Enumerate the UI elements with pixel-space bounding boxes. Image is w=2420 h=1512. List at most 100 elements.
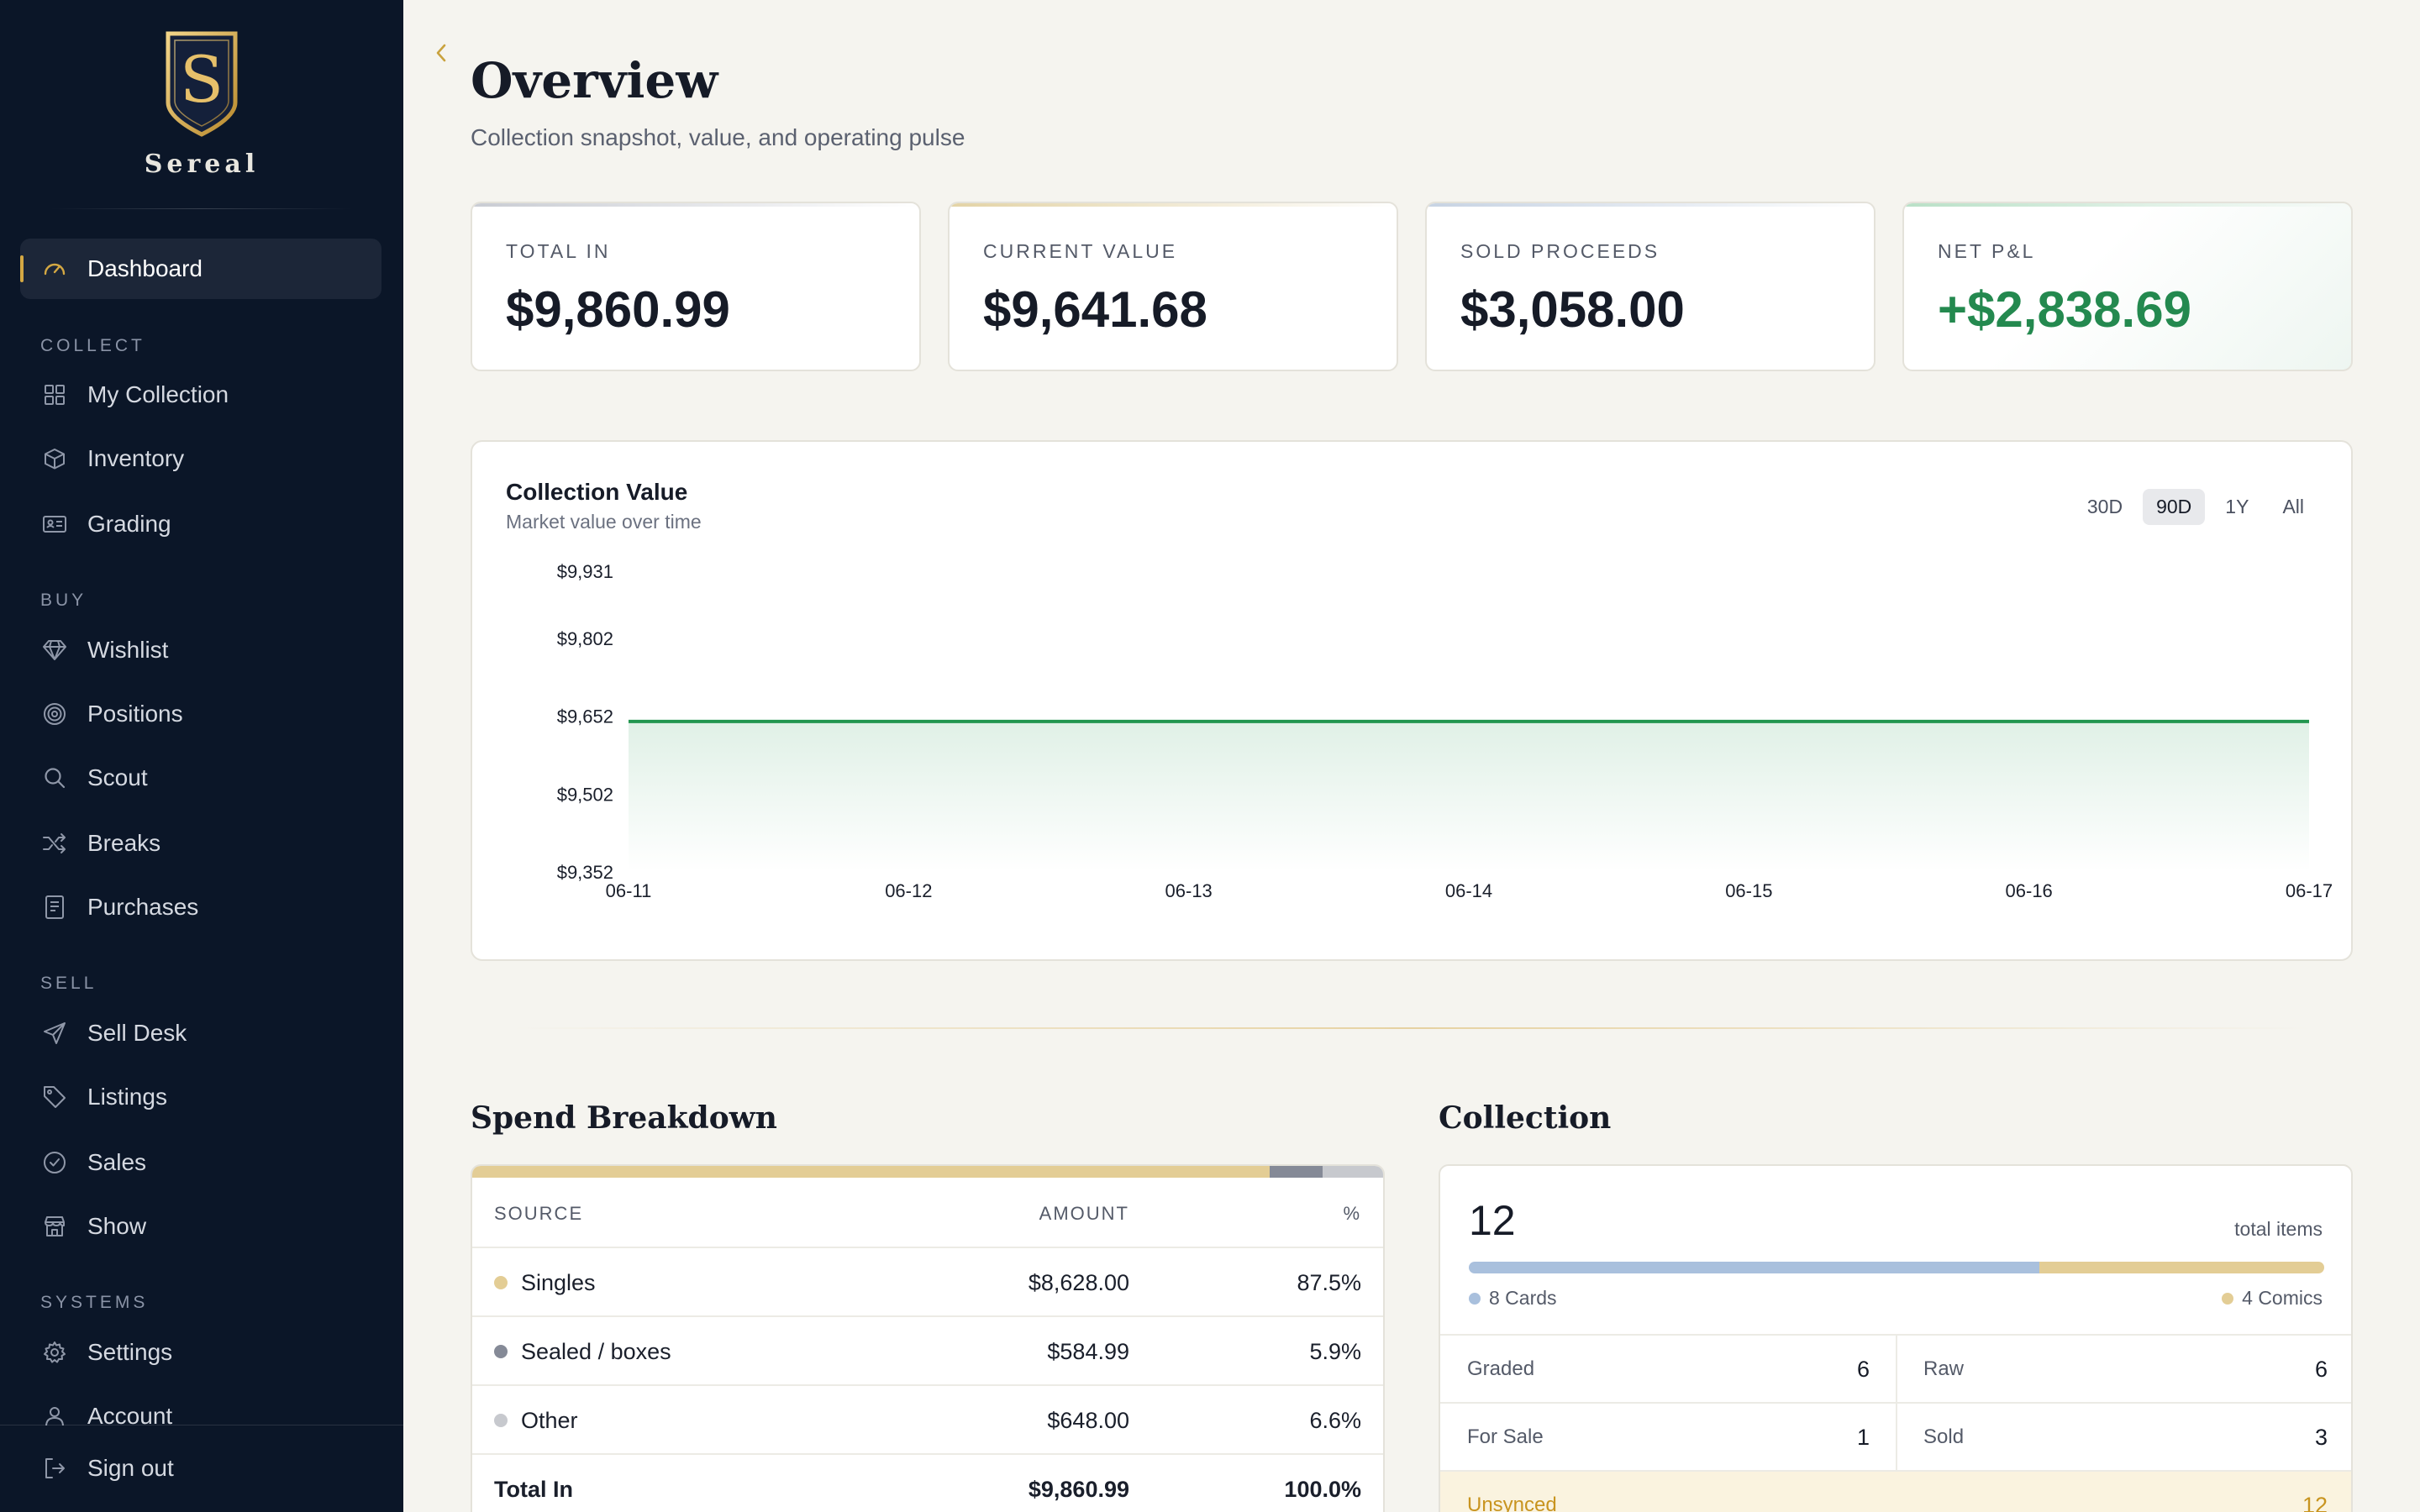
spend-table-header: SOURCE AMOUNT % [472, 1179, 1383, 1248]
stat-unsynced[interactable]: Unsynced 12 [1440, 1470, 2351, 1512]
collapse-sidebar-button[interactable] [429, 40, 454, 66]
stat-value: 6 [1856, 1356, 1870, 1382]
collection-card: 12 total items 8 Cards 4 Comics Graded 6… [1439, 1164, 2353, 1512]
range-all-button[interactable]: All [2282, 496, 2304, 517]
section-divider [513, 1027, 2311, 1029]
kpi-label: CURRENT VALUE [983, 240, 1178, 262]
sidebar-item-inventory[interactable]: Inventory [20, 428, 381, 489]
sidebar-item-label: Listings [87, 1084, 167, 1110]
gauge-icon [40, 255, 69, 283]
main-content: Overview Collection snapshot, value, and… [403, 0, 2420, 1512]
sidebar-item-label: Inventory [87, 445, 185, 471]
x-tick-label: 06-11 [606, 880, 652, 901]
range-1y-button[interactable]: 1Y [2225, 496, 2249, 517]
sidebar-item-dashboard[interactable]: Dashboard [20, 239, 381, 299]
legend-dot [494, 1276, 508, 1289]
legend-label: 4 Comics [2242, 1287, 2323, 1309]
stat-label: Sold [1923, 1425, 1965, 1448]
sidebar-item-purchases[interactable]: Purchases [20, 877, 381, 937]
page-subtitle: Collection snapshot, value, and operatin… [471, 124, 965, 150]
stat-sold: Sold 3 [1897, 1402, 2351, 1469]
stat-label: Graded [1467, 1357, 1535, 1380]
sidebar-item-label: Purchases [87, 894, 199, 920]
section-buy: BUY [40, 591, 87, 610]
brand: S Sereal [0, 30, 403, 179]
section-sell: SELL [40, 974, 97, 993]
sidebar-item-settings[interactable]: Settings [20, 1322, 381, 1383]
row-source: Sealed / boxes [521, 1338, 671, 1364]
table-row: Sealed / boxes $584.99 5.9% [472, 1317, 1383, 1386]
target-icon [40, 700, 69, 728]
sidebar-item-label: Scout [87, 764, 148, 790]
kpi-sold-proceeds: SOLD PROCEEDS $3,058.00 [1425, 202, 1876, 371]
kpi-value: $9,641.68 [983, 281, 1207, 338]
stat-value: 3 [2314, 1424, 2328, 1450]
chart-subtitle: Market value over time [506, 511, 702, 533]
sidebar: S Sereal Dashboard COLLECT My Collection… [0, 0, 403, 1512]
section-systems: SYSTEMS [40, 1293, 149, 1312]
spend-breakdown-card: SOURCE AMOUNT % Singles $8,628.00 87.5% … [471, 1164, 1385, 1512]
sign-out-label: Sign out [87, 1455, 174, 1481]
total-items-label: total items [2234, 1218, 2323, 1240]
x-tick-label: 06-13 [1165, 880, 1213, 901]
stat-for-sale: For Sale 1 [1440, 1402, 1897, 1469]
stat-value: 12 [2302, 1492, 2328, 1512]
sidebar-item-sell-desk[interactable]: Sell Desk [20, 1003, 381, 1063]
x-tick-label: 06-12 [885, 880, 932, 901]
table-row: Singles $8,628.00 87.5% [472, 1248, 1383, 1317]
y-tick-label: $9,502 [557, 784, 613, 805]
stat-label: Raw [1923, 1357, 1965, 1380]
range-30d-button[interactable]: 30D [2086, 496, 2123, 517]
y-tick-label: $9,802 [557, 628, 613, 649]
kpi-label: TOTAL IN [506, 240, 611, 262]
sidebar-item-wishlist[interactable]: Wishlist [20, 620, 381, 680]
series-area [629, 721, 2309, 872]
spend-segment [1323, 1166, 1383, 1178]
sidebar-item-positions[interactable]: Positions [20, 684, 381, 744]
sidebar-item-show[interactable]: Show [20, 1196, 381, 1257]
col-source: SOURCE [494, 1203, 584, 1224]
sidebar-item-sales[interactable]: Sales [20, 1132, 381, 1193]
kpi-accent-bar [472, 203, 919, 207]
sidebar-item-listings[interactable]: Listings [20, 1067, 381, 1127]
chart-title: Collection Value [506, 479, 688, 505]
x-tick-label: 06-16 [2006, 880, 2053, 901]
split-segment [2039, 1262, 2324, 1273]
receipt-icon [40, 893, 69, 921]
stat-value: 1 [1856, 1424, 1870, 1450]
sidebar-item-scout[interactable]: Scout [20, 748, 381, 808]
spend-segment [472, 1166, 1270, 1178]
spend-breakdown-title: Spend Breakdown [471, 1100, 777, 1136]
col-pct: % [1343, 1203, 1361, 1224]
total-pct: 100.0% [1284, 1476, 1361, 1502]
kpi-total-in: TOTAL IN $9,860.99 [471, 202, 921, 371]
sidebar-item-grading[interactable]: Grading [20, 494, 381, 554]
y-tick-label: $9,352 [557, 862, 613, 883]
section-collect: COLLECT [40, 336, 145, 355]
search-icon [40, 764, 69, 792]
table-row: Other $648.00 6.6% [472, 1386, 1383, 1455]
sidebar-item-label: My Collection [87, 381, 229, 407]
stat-column-divider [1896, 1336, 1897, 1470]
sidebar-item-my-collection[interactable]: My Collection [20, 365, 381, 425]
sidebar-item-label: Breaks [87, 830, 161, 856]
stat-value: 6 [2314, 1356, 2328, 1382]
sidebar-item-account[interactable]: Account [20, 1386, 381, 1446]
legend-label: 8 Cards [1489, 1287, 1557, 1309]
range-90d-button[interactable]: 90D [2143, 489, 2206, 525]
user-icon [40, 1402, 69, 1431]
stat-label: Unsynced [1467, 1494, 1557, 1512]
x-tick-label: 06-15 [1725, 880, 1772, 901]
shuffle-icon [40, 829, 69, 858]
diamond-icon [40, 636, 69, 664]
id-card-icon [40, 510, 69, 538]
collection-split-bar [1469, 1262, 2324, 1273]
row-pct: 6.6% [1309, 1407, 1361, 1433]
row-amount: $584.99 [1047, 1338, 1129, 1364]
sign-out-button[interactable]: Sign out [20, 1438, 381, 1499]
x-tick-label: 06-14 [1445, 880, 1492, 901]
kpi-accent-bar [950, 203, 1397, 207]
sign-out-icon [40, 1454, 69, 1483]
row-amount: $648.00 [1047, 1407, 1129, 1433]
sidebar-item-breaks[interactable]: Breaks [20, 813, 381, 874]
